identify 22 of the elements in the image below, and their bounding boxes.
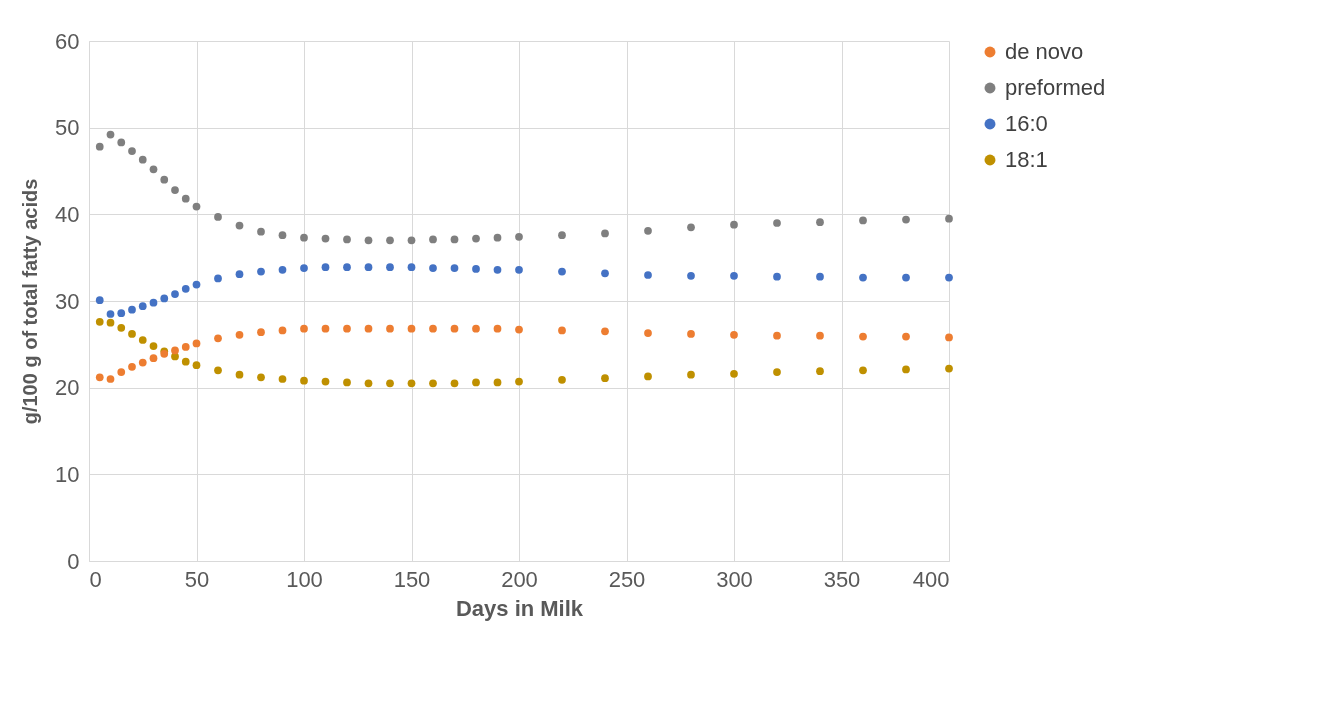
legend-label: preformed <box>1005 75 1106 100</box>
x-tick-label: 400 <box>912 566 950 592</box>
legend-label: 18:1 <box>1005 147 1048 172</box>
y-tick-label: 50 <box>55 115 80 141</box>
x-tick-label: 150 <box>393 566 431 592</box>
y-axis-title: g/100 g of total fatty acids <box>19 178 42 425</box>
x-tick-label: 200 <box>501 566 538 592</box>
x-tick-label: 50 <box>184 566 210 592</box>
x-tick-label: 300 <box>716 566 753 592</box>
legend-label: de novo <box>1005 39 1084 64</box>
legend-label: 16:0 <box>1005 111 1048 136</box>
x-tick-label: 350 <box>823 566 861 592</box>
y-tick-label: 60 <box>55 28 80 54</box>
x-tick-label: 250 <box>608 566 646 592</box>
y-tick-label: 40 <box>55 201 80 227</box>
x-tick-label: 0 <box>89 566 102 592</box>
x-axis-title: Days in Milk <box>455 595 584 621</box>
y-tick-label: 10 <box>55 461 80 487</box>
y-tick-label: 30 <box>55 288 80 314</box>
y-tick-label: 20 <box>55 375 80 401</box>
x-tick-label: 100 <box>286 566 323 592</box>
y-tick-label: 0 <box>67 548 80 574</box>
